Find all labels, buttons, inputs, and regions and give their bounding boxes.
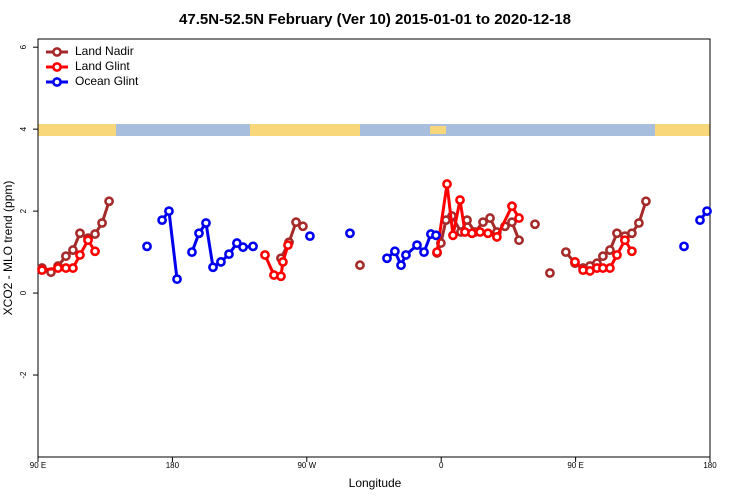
y-tick-label: 4 [19,126,28,131]
data-point [194,228,204,239]
data-point [224,249,234,260]
legend-marker [52,47,62,57]
data-point [507,201,517,212]
data-point [396,260,406,271]
data-point [702,206,712,217]
data-point [278,257,288,267]
data-point [695,215,705,226]
data-point [37,265,47,276]
data-point [619,235,630,246]
ocean-strip [38,124,710,136]
data-point [390,246,400,257]
data-point [201,218,211,228]
data-point [679,241,689,252]
data-point [475,227,485,237]
land-strip [250,124,360,136]
data-point [545,268,555,278]
data-point [305,231,315,242]
y-tick-label: 0 [19,290,28,295]
land-ocean-strip [38,124,710,136]
plot-frame [37,38,711,458]
data-point [248,241,258,252]
data-point [283,240,293,251]
data-point [612,250,622,260]
data-point [238,242,248,253]
data-point [605,245,615,255]
x-tick-label: 180 [703,461,717,470]
data-point [75,250,85,260]
legend-label: Ocean Glint [75,74,139,88]
data-point [448,230,458,241]
x-tick-label: 90 E [30,461,46,470]
data-point [75,228,85,239]
data-point [514,235,524,246]
data-point [61,251,71,262]
data-point [492,232,502,242]
data-point [90,246,100,257]
data-point [164,206,174,217]
data-point [157,215,167,226]
legend-label: Land Nadir [75,44,134,58]
data-point [187,247,197,257]
data-point [467,228,477,239]
y-tick-label: 2 [19,208,28,213]
data-point [634,218,644,228]
data-point [68,245,78,255]
data-point [208,262,218,273]
data-point [104,196,114,207]
data-point [570,257,580,267]
data-point [412,240,422,251]
data-point [53,263,63,273]
data-point [401,250,411,260]
data-point [442,179,452,189]
land-strip [430,126,446,134]
data-point [626,246,637,257]
data-point [355,260,365,271]
data-point [626,228,637,239]
data-point [530,219,540,230]
data-point [68,263,78,273]
data-point [612,228,622,239]
data-point [432,247,442,257]
data-point [598,251,608,262]
data-point [431,230,441,241]
data-point [97,218,107,228]
data-point [260,250,270,260]
data-point [90,229,100,239]
data-point [478,217,488,228]
data-point [83,235,93,246]
data-point [276,271,286,282]
land-strip [38,124,116,136]
data-point [507,217,517,228]
legend-label: Land Glint [75,59,130,73]
chart-title: 47.5N-52.5N February (Ver 10) 2015-01-01… [179,11,571,28]
x-tick-label: 90 E [567,461,583,470]
data-point [483,228,493,239]
y-tick-label: 6 [19,44,28,49]
data-point [345,228,355,239]
data-point [291,217,301,228]
legend-marker [52,62,62,72]
y-axis-label: XCO2 - MLO trend (ppm) [1,181,15,316]
data-point [560,247,571,257]
data-point [641,196,651,207]
data-point [142,241,152,252]
data-point [419,247,429,257]
data-point [455,195,465,205]
data-point [605,263,615,273]
data-point [485,213,495,223]
data-point [216,257,226,267]
x-tick-label: 90 W [297,461,316,470]
data-point [514,213,524,223]
legend-marker [52,77,62,87]
land-strip [655,124,710,136]
x-axis-label: Longitude [349,476,402,490]
data-point [172,274,182,285]
x-tick-label: 180 [166,461,180,470]
x-tick-label: 0 [439,461,444,470]
data-point [382,253,392,264]
y-tick-label: -2 [19,371,28,379]
data-point [298,221,308,232]
